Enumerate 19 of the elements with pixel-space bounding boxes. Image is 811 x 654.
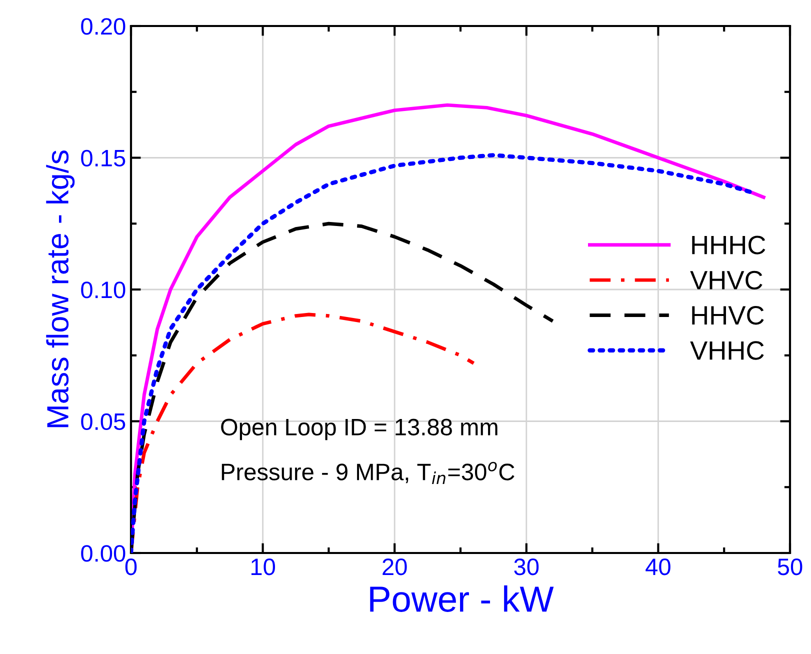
annotation: Pressure - 9 MPa, T$_{in}$=30$^{o}$C <box>222 462 514 484</box>
y-axis-title: Mass flow rate - kg/s <box>46 150 75 428</box>
legend-label: HHHC <box>692 236 766 254</box>
legend-label: VHVC <box>690 270 762 290</box>
x-axis-title: Power - kW <box>370 585 554 612</box>
x-tick-label: 40 <box>646 558 670 576</box>
x-tick-label: 50 <box>778 558 802 576</box>
x-tick-label: 20 <box>382 558 407 576</box>
y-tick-label: 0.10 <box>81 282 126 298</box>
legend-label: HHVC <box>692 306 764 325</box>
y-tick-label: 0.20 <box>81 18 126 35</box>
y-tick-label: 0.15 <box>81 150 126 167</box>
annotation: Open Loop ID = 13.88 mm <box>221 418 498 440</box>
x-tick-label: 0 <box>125 558 137 576</box>
legend-label: VHHC <box>690 341 764 360</box>
x-tick-label: 30 <box>514 558 539 576</box>
y-tick-label: 0.00 <box>81 545 126 562</box>
y-tick-label: 0.05 <box>81 413 126 430</box>
x-tick-label: 10 <box>251 558 276 576</box>
